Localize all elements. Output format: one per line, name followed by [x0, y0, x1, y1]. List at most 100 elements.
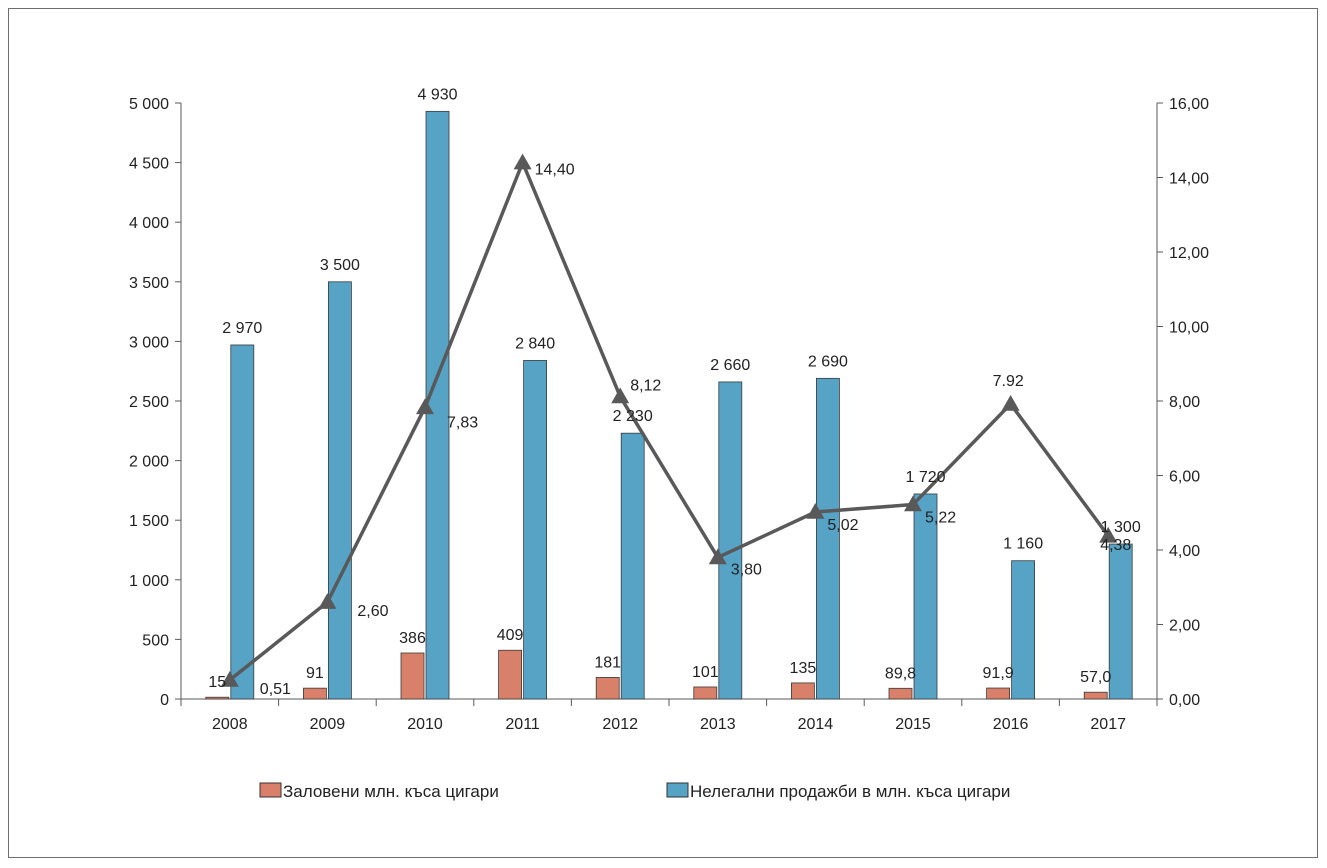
bar-illegal-sales [1011, 560, 1035, 700]
data-labels: 15 2 970 91 3 500 386 4 930 409 2 840 181 2 230 10… [208, 86, 1140, 698]
data-label-seized: 89,8 [885, 665, 916, 682]
y-left-tick-label: 3 000 [129, 334, 169, 351]
chart-frame: 0 500 1 000 1 500 2 000 2 500 3 000 3 500 4 000 4… [8, 8, 1318, 858]
data-label-line: 4,38 [1100, 537, 1131, 554]
x-tick-label: 2012 [602, 716, 638, 733]
data-label-line: 8,12 [630, 378, 661, 395]
axes: 0 500 1 000 1 500 2 000 2 500 3 000 3 500 4 000 4… [129, 96, 1209, 733]
data-label-illegal-sales: 1 720 [905, 469, 945, 486]
y-right-tick-label: 6,00 [1169, 469, 1200, 486]
line-marker [611, 387, 630, 404]
data-label-seized: 409 [497, 627, 524, 644]
bars [205, 110, 1133, 700]
data-label-illegal-sales: 2 840 [515, 335, 555, 352]
line-marker [806, 503, 825, 519]
y-left-tick-label: 1 500 [129, 513, 169, 530]
line-marker [904, 495, 922, 512]
x-tick-label: 2008 [212, 716, 248, 733]
line-marker [708, 548, 727, 565]
data-label-line: 0,51 [260, 681, 291, 698]
data-label-line: 14,40 [535, 162, 575, 179]
data-label-illegal-sales: 2 230 [613, 408, 653, 425]
bar-seized [986, 687, 1010, 700]
line-marker [220, 671, 239, 687]
bar-illegal-sales [327, 281, 352, 700]
bar-seized [693, 686, 718, 700]
data-label-illegal-sales: 2 690 [808, 353, 848, 370]
y-left-tick-label: 5 000 [129, 96, 169, 113]
line-marker [318, 593, 337, 609]
y-right-tick-label: 12,00 [1169, 245, 1209, 262]
data-label-seized: 57,0 [1080, 669, 1111, 686]
legend: Заловени млн. къса цигари Нелегални прод… [259, 782, 1010, 801]
y-left-tick-label: 500 [142, 632, 169, 649]
y-left-tick-label: 2 000 [129, 454, 169, 471]
data-label-seized: 101 [692, 664, 719, 681]
data-label-illegal-sales: 1 300 [1101, 519, 1141, 536]
bar-illegal-sales [230, 344, 255, 700]
line-marker [1001, 394, 1020, 411]
line-marker [416, 398, 434, 415]
legend-swatch-illegal-sales [666, 782, 689, 798]
data-label-seized: 386 [399, 630, 426, 647]
bar-seized [205, 696, 230, 700]
bar-seized [1083, 691, 1108, 700]
bar-seized [400, 652, 425, 700]
data-label-line: 7,83 [447, 414, 478, 431]
bar-seized [888, 687, 913, 700]
y-left-tick-label: 2 500 [129, 394, 169, 411]
x-tick-label: 2010 [407, 716, 443, 733]
y-left-tick-label: 4 500 [129, 156, 169, 173]
x-tick-label: 2016 [993, 716, 1029, 733]
data-label-seized: 181 [594, 654, 621, 671]
legend-label-seized: Заловени млн. къса цигари [283, 782, 499, 801]
bar-illegal-sales [816, 377, 840, 700]
data-label-illegal-sales: 3 500 [320, 257, 360, 274]
y-left-tick-label: 3 500 [129, 275, 169, 292]
y-right-tick-label: 16,00 [1169, 96, 1209, 113]
y-left-tick-label: 0 [160, 692, 169, 709]
bar-illegal-sales [523, 360, 547, 700]
data-label-illegal-sales: 1 160 [1003, 536, 1043, 553]
data-label-illegal-sales: 2 970 [222, 320, 262, 337]
bar-illegal-sales [1108, 543, 1133, 700]
x-tick-label: 2013 [700, 716, 736, 733]
data-label-line: 5,02 [827, 517, 858, 534]
y-right-tick-label: 8,00 [1169, 394, 1200, 411]
data-label-line: 7.92 [993, 373, 1024, 390]
data-label-line: 3,80 [731, 561, 762, 578]
bar-illegal-sales [718, 381, 743, 700]
data-label-line: 2,60 [357, 603, 388, 620]
y-right-tick-label: 10,00 [1169, 320, 1209, 337]
data-label-seized: 15 [208, 674, 226, 691]
line-path [228, 160, 1110, 682]
bar-seized [498, 649, 523, 700]
bar-seized [791, 682, 815, 700]
y-left-tick-label: 1 000 [129, 573, 169, 590]
data-label-line: 5,22 [925, 510, 956, 527]
y-right-tick-label: 14,00 [1169, 171, 1209, 188]
bar-seized [595, 677, 620, 700]
line-marker [513, 153, 532, 170]
legend-swatch-seized [259, 782, 282, 798]
x-tick-label: 2014 [798, 716, 834, 733]
chart: 0 500 1 000 1 500 2 000 2 500 3 000 3 500 4 000 4… [129, 86, 1209, 801]
bar-seized [302, 687, 327, 700]
x-tick-label: 2011 [505, 716, 540, 733]
legend-label-illegal-sales: Нелегални продажби в млн. къса цигари [690, 782, 1010, 801]
x-tick-label: 2015 [895, 716, 931, 733]
bar-illegal-sales [620, 432, 645, 700]
line-marker [1099, 526, 1118, 543]
data-label-seized: 91 [306, 665, 324, 682]
data-label-illegal-sales: 4 930 [417, 86, 457, 103]
bar-illegal-sales [425, 110, 450, 700]
x-tick-label: 2017 [1090, 716, 1126, 733]
y-right-tick-label: 0,00 [1169, 692, 1200, 709]
y-left-tick-label: 4 000 [129, 215, 169, 232]
line-series [220, 153, 1118, 687]
x-tick-label: 2009 [310, 716, 346, 733]
data-label-seized: 91,9 [983, 665, 1014, 682]
data-label-seized: 135 [790, 660, 817, 677]
y-right-tick-label: 2,00 [1169, 618, 1200, 635]
y-right-tick-label: 4,00 [1169, 543, 1200, 560]
